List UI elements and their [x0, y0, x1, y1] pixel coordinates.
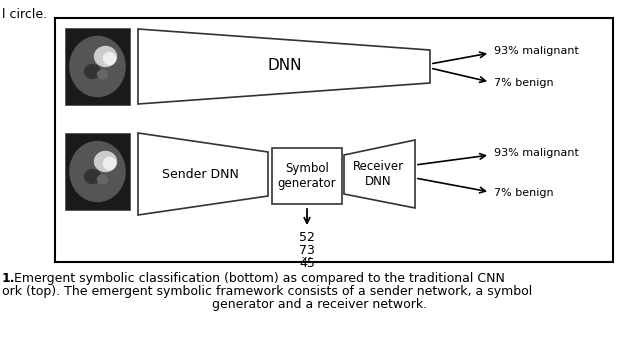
Text: ...: ...: [301, 248, 313, 261]
Text: 93% malignant: 93% malignant: [494, 148, 579, 158]
Ellipse shape: [97, 175, 108, 184]
Text: Sender DNN: Sender DNN: [161, 168, 239, 181]
Ellipse shape: [104, 158, 115, 170]
Text: 52: 52: [299, 231, 315, 244]
Text: 1.: 1.: [2, 272, 15, 285]
Bar: [55, 18, 613, 262]
Ellipse shape: [95, 47, 116, 66]
Ellipse shape: [95, 152, 116, 171]
Ellipse shape: [70, 37, 125, 96]
Bar: [65, 133, 130, 210]
Text: l circle.: l circle.: [2, 8, 47, 21]
Ellipse shape: [84, 170, 100, 184]
Text: 7% benign: 7% benign: [494, 78, 554, 88]
Ellipse shape: [70, 142, 125, 201]
Text: 45: 45: [299, 257, 315, 270]
Bar: [272, 148, 342, 204]
Text: 7% benign: 7% benign: [494, 188, 554, 198]
Text: 73: 73: [299, 244, 315, 257]
Ellipse shape: [104, 53, 115, 65]
Text: DNN: DNN: [268, 58, 302, 74]
Text: ork (top). The emergent symbolic framework consists of a sender network, a symbo: ork (top). The emergent symbolic framewo…: [2, 285, 532, 298]
Ellipse shape: [97, 70, 108, 79]
Text: generator and a receiver network.: generator and a receiver network.: [212, 298, 428, 311]
Ellipse shape: [84, 65, 100, 79]
Text: Emergent symbolic classification (bottom) as compared to the traditional CNN: Emergent symbolic classification (bottom…: [14, 272, 505, 285]
Polygon shape: [138, 29, 430, 104]
Polygon shape: [138, 133, 268, 215]
Text: 93% malignant: 93% malignant: [494, 46, 579, 56]
Polygon shape: [344, 140, 415, 208]
Bar: [65, 28, 130, 105]
Text: Symbol
generator: Symbol generator: [278, 162, 336, 190]
Text: Receiver
DNN: Receiver DNN: [353, 160, 404, 188]
